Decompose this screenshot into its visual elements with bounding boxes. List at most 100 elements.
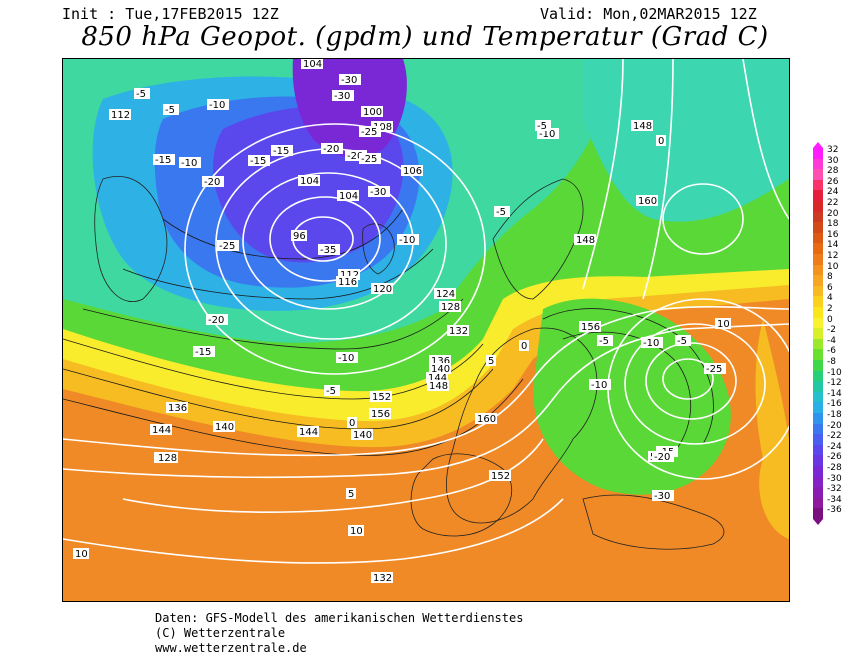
legend-tick-label: -10 xyxy=(827,367,842,378)
temperature-label-bg xyxy=(318,244,340,255)
temperature-label: -25 xyxy=(361,154,377,165)
temperature-label-bg xyxy=(675,335,691,346)
geopotential-label: 100 xyxy=(363,107,382,118)
legend-swatch xyxy=(813,497,823,509)
geopotential-label: 160 xyxy=(477,414,496,425)
temperature-label: 5 xyxy=(488,356,494,367)
geopotential-label-bg xyxy=(298,175,320,186)
geopotential-label: 144 xyxy=(299,427,318,438)
temperature-label: -5 xyxy=(496,207,506,218)
temperature-label-bg xyxy=(217,240,239,251)
legend-tick-label: 32 xyxy=(827,145,839,155)
temperature-label-bg xyxy=(652,490,674,501)
temperature-label-bg xyxy=(336,352,358,363)
temperature-legend: 32 30 28 26 24 22 20 18 16 14 12 10 8 6 4 2 0 -2 -4 -6 -8 -10… xyxy=(813,142,849,525)
temperature-label-bg xyxy=(656,135,666,146)
temperature-label: 10 xyxy=(350,526,363,537)
geopotential-label-bg xyxy=(297,426,319,437)
legend-tick-label: -36 xyxy=(827,505,842,516)
weather-map[interactable]: 104 112 100 96 104 108 106 104 112 116 120 124 128 13… xyxy=(62,58,790,602)
legend-swatch xyxy=(813,243,823,254)
geopotential-label-bg xyxy=(429,363,451,374)
legend-tick-label: -12 xyxy=(827,378,842,389)
temperature-label-bg xyxy=(715,318,731,329)
legend-swatch xyxy=(813,232,823,244)
geopotential-label: 128 xyxy=(441,302,460,313)
legend-tick-label: 18 xyxy=(827,219,839,230)
geopotential-label-bg xyxy=(489,470,511,481)
legend-swatch xyxy=(813,360,823,371)
temperature-label: -10 xyxy=(209,100,225,111)
geopotential-label-bg xyxy=(427,380,449,391)
geopotential-label-bg xyxy=(336,276,358,287)
geopotential-label: 106 xyxy=(403,166,422,177)
temperature-label: 0 xyxy=(349,418,355,429)
temperature-label: -25 xyxy=(706,364,722,375)
north-east-cold-field xyxy=(583,59,789,222)
legend-swatch xyxy=(813,508,823,519)
geopotential-label-bg xyxy=(156,452,178,463)
legend-swatch xyxy=(813,285,823,297)
legend-tick-label: 30 xyxy=(827,155,839,166)
temperature-label-bg xyxy=(347,417,357,428)
geopotential-label: 144 xyxy=(428,373,447,384)
legend-swatch xyxy=(813,391,823,403)
temperature-label: -20 xyxy=(208,315,224,326)
legend-tick-label: 12 xyxy=(827,251,839,261)
legend-tick-label: -6 xyxy=(827,346,836,357)
geopotential-label: 152 xyxy=(491,471,510,482)
geopotential-label: 148 xyxy=(576,235,595,246)
temperature-label-bg xyxy=(248,155,270,166)
legend-swatch xyxy=(813,455,823,466)
geopotential-label: 116 xyxy=(338,277,357,288)
geopotential-label-bg xyxy=(338,269,360,280)
geopotential-label-bg xyxy=(361,106,383,117)
coastline-north-africa xyxy=(582,494,725,550)
legend-tick-label: -32 xyxy=(827,484,842,495)
temperature-label: -20 xyxy=(204,177,220,188)
coastline-france xyxy=(446,327,598,524)
geopotential-label-bg xyxy=(166,402,188,413)
legend-swatch xyxy=(813,338,823,350)
legend-tick-label: 6 xyxy=(827,282,833,293)
temperature-label: -10 xyxy=(181,158,197,169)
geopotential-label: 140 xyxy=(215,422,234,433)
geopotential-label: 140 xyxy=(431,364,450,375)
geopotential-label: 152 xyxy=(372,392,391,403)
geopotential-label: 112 xyxy=(340,270,359,281)
geopotential-label: 148 xyxy=(633,121,652,132)
temperature-label-bg xyxy=(537,128,559,139)
geopotential-label: 124 xyxy=(436,289,455,300)
geopotential-label-bg xyxy=(475,413,497,424)
temperature-label: -10 xyxy=(591,380,607,391)
temperature-label-bg xyxy=(348,525,364,536)
legend-swatch xyxy=(813,307,823,318)
legend-tick-label: -24 xyxy=(827,441,842,452)
temperature-label-bg xyxy=(368,186,390,197)
legend-swatch xyxy=(813,264,823,276)
temperature-label: -5 xyxy=(677,336,687,347)
temperature-label-bg xyxy=(494,206,510,217)
temperature-label-bg xyxy=(359,153,381,164)
legend-bottom-arrow xyxy=(813,519,823,525)
temperature-label-bg xyxy=(589,379,611,390)
geopotential-label-bg xyxy=(439,301,461,312)
temperature-label: -25 xyxy=(361,127,377,138)
temperature-label-bg xyxy=(597,335,613,346)
temperature-label: -10 xyxy=(338,353,354,364)
temperature-label: -5 xyxy=(599,336,609,347)
legend-tick-label: 28 xyxy=(827,166,839,177)
temperature-label: -10 xyxy=(643,338,659,349)
temperature-label: -5 xyxy=(136,89,146,100)
temperature-label-bg xyxy=(206,314,228,325)
temperature-label: -35 xyxy=(320,245,336,256)
geopotential-label-bg xyxy=(579,321,601,332)
legend-tick-label: -28 xyxy=(827,463,842,473)
legend-swatch xyxy=(813,444,823,456)
geopotential-label-bg xyxy=(213,421,235,432)
legend-swatch xyxy=(813,275,823,286)
temperature-label: -5 xyxy=(165,105,175,116)
geopotential-label: 136 xyxy=(431,356,450,367)
temperature-label-bg xyxy=(486,355,496,366)
